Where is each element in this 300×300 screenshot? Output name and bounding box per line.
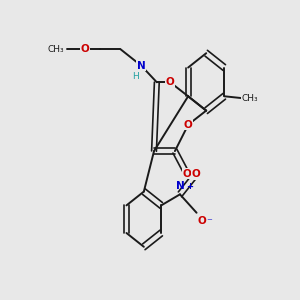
Text: N: N (137, 61, 146, 71)
Text: N: N (176, 181, 184, 191)
Text: CH₃: CH₃ (242, 94, 258, 103)
Text: ⁻: ⁻ (207, 217, 213, 227)
Text: O: O (183, 169, 191, 179)
Text: O: O (184, 120, 193, 130)
Text: O: O (80, 44, 89, 54)
Text: H: H (132, 71, 139, 80)
Text: +: + (186, 182, 193, 191)
Text: O: O (166, 77, 175, 87)
Text: O: O (198, 216, 207, 226)
Text: CH₃: CH₃ (48, 45, 64, 54)
Text: O: O (192, 169, 200, 179)
